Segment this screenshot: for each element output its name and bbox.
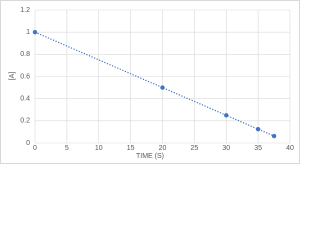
x-tick-label: 35 [254, 145, 262, 152]
y-tick-label: 1 [26, 29, 30, 36]
point [224, 113, 229, 118]
x-tick-label: 40 [286, 145, 294, 152]
x-tick-label: 20 [159, 145, 167, 152]
x-tick-label: 30 [222, 145, 230, 152]
y-tick-label: 1.2 [20, 7, 30, 14]
x-tick-label: 10 [95, 145, 103, 152]
x-tick-label: 15 [127, 145, 135, 152]
y-tick-label: 0.8 [20, 51, 30, 58]
point [255, 126, 261, 132]
y-tick-label: 0.6 [20, 73, 30, 80]
y-axis-label: [A] [9, 72, 16, 81]
trend-line [34, 31, 275, 137]
point [32, 29, 38, 35]
y-tick-label: 0.4 [20, 96, 30, 103]
point [160, 85, 165, 90]
y-tick-label: 0.2 [20, 118, 30, 125]
x-tick-label: 5 [65, 145, 69, 152]
x-tick-label: 0 [33, 145, 37, 152]
chart-border [0, 0, 300, 164]
x-axis-label: TIME (S) [136, 153, 164, 160]
x-tick-label: 25 [190, 145, 198, 152]
chart: TIME (S) [A] 0 0.2 0.4 0.6 0.8 1 1.2 0 5 10 15 20 25… [0, 0, 300, 164]
y-tick-label: 0 [26, 140, 30, 147]
point [271, 133, 277, 139]
